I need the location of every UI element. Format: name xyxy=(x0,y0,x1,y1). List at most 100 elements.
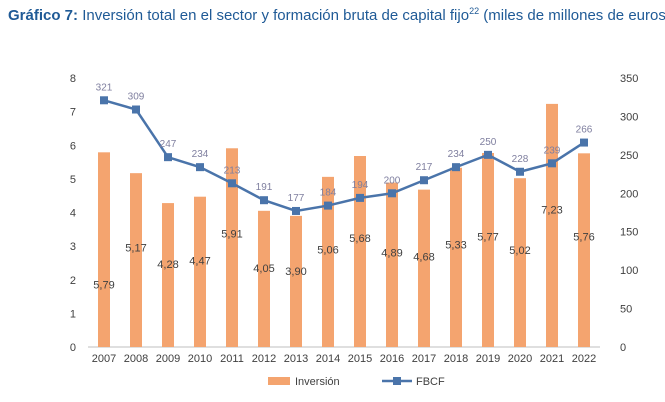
x-tick-label: 2018 xyxy=(444,353,468,365)
marker-fbcf xyxy=(548,159,556,168)
x-tick-label: 2017 xyxy=(412,353,436,365)
marker-fbcf xyxy=(420,176,428,185)
bar-data-label: 4,68 xyxy=(413,251,434,263)
line-data-label: 217 xyxy=(416,162,433,173)
line-data-label: 234 xyxy=(192,149,209,160)
marker-fbcf xyxy=(196,163,204,172)
bar-inversion xyxy=(546,103,558,347)
x-tick-label: 2019 xyxy=(476,353,500,365)
bar-inversion xyxy=(514,178,526,347)
y-left-tick-label: 5 xyxy=(70,174,76,186)
y-right-tick-label: 200 xyxy=(620,188,638,200)
bar-data-label: 5,06 xyxy=(317,244,338,256)
bar-inversion xyxy=(258,210,270,347)
bar-inversion xyxy=(386,182,398,347)
bar-data-label: 5,76 xyxy=(573,231,594,243)
x-tick-label: 2022 xyxy=(572,353,596,365)
chart-title: Gráfico 7: Inversión total en el sector … xyxy=(8,6,665,24)
y-left-tick-label: 4 xyxy=(70,208,76,220)
bar-inversion xyxy=(450,167,462,347)
chart-title-superscript: 22 xyxy=(469,6,480,16)
x-tick-label: 2016 xyxy=(380,353,404,365)
line-data-label: 228 xyxy=(512,154,529,165)
marker-fbcf xyxy=(516,167,524,176)
marker-fbcf xyxy=(452,163,460,172)
marker-fbcf xyxy=(260,196,268,205)
x-tick-label: 2013 xyxy=(284,353,308,365)
chart-title-suffix: (miles de millones de euros) xyxy=(483,7,665,24)
bar-data-label: 3,90 xyxy=(285,266,306,278)
x-tick-label: 2021 xyxy=(540,353,564,365)
bar-inversion xyxy=(98,152,110,347)
line-data-label: 309 xyxy=(128,92,145,103)
bar-data-label: 7,23 xyxy=(541,204,562,216)
y-right-tick-label: 0 xyxy=(620,342,626,354)
marker-fbcf xyxy=(580,138,588,147)
bar-inversion xyxy=(290,215,302,347)
bar-data-label: 4,28 xyxy=(157,259,178,271)
legend-label-inversion: Inversión xyxy=(295,376,340,388)
y-right-tick-label: 250 xyxy=(620,150,638,162)
line-data-label: 177 xyxy=(288,193,305,204)
marker-fbcf xyxy=(388,189,396,198)
x-tick-label: 2015 xyxy=(348,353,372,365)
x-tick-label: 2007 xyxy=(92,353,116,365)
x-tick-label: 2014 xyxy=(316,353,340,365)
y-left-tick-label: 3 xyxy=(70,241,76,253)
bar-inversion xyxy=(194,196,206,347)
y-right-tick-label: 300 xyxy=(620,111,638,123)
line-data-label: 191 xyxy=(256,182,273,193)
marker-fbcf xyxy=(100,96,108,105)
y-right-tick-label: 350 xyxy=(620,73,638,85)
y-left-tick-label: 1 xyxy=(70,308,76,320)
line-data-label: 250 xyxy=(480,137,497,148)
marker-fbcf xyxy=(292,206,300,215)
line-data-label: 247 xyxy=(160,139,177,150)
x-tick-label: 2009 xyxy=(156,353,180,365)
chart-title-prefix: Gráfico 7: xyxy=(8,7,79,24)
marker-fbcf xyxy=(164,153,172,162)
bar-data-label: 5,68 xyxy=(349,233,370,245)
legend-swatch-fbcf-marker xyxy=(393,377,401,385)
line-data-label: 213 xyxy=(224,165,241,176)
marker-fbcf xyxy=(132,105,140,114)
y-left-tick-label: 0 xyxy=(70,342,76,354)
y-left-tick-label: 2 xyxy=(70,275,76,287)
bar-inversion xyxy=(130,173,142,347)
bar-inversion xyxy=(418,189,430,347)
marker-fbcf xyxy=(356,193,364,202)
legend-swatch-inversion xyxy=(268,377,290,385)
y-left-tick-label: 6 xyxy=(70,140,76,152)
x-tick-label: 2011 xyxy=(220,353,244,365)
bar-data-label: 5,33 xyxy=(445,239,466,251)
marker-fbcf xyxy=(228,179,236,188)
line-data-label: 234 xyxy=(448,149,465,160)
bar-inversion xyxy=(162,203,174,347)
y-left-tick-label: 8 xyxy=(70,73,76,85)
line-data-label: 321 xyxy=(96,82,113,93)
line-data-label: 239 xyxy=(544,145,561,156)
bar-data-label: 5,77 xyxy=(477,231,498,243)
bar-data-label: 5,17 xyxy=(125,242,146,254)
bar-data-label: 5,02 xyxy=(509,245,530,257)
bar-data-label: 4,47 xyxy=(189,255,210,267)
marker-fbcf xyxy=(484,150,492,159)
bar-inversion xyxy=(354,156,366,347)
y-right-tick-label: 150 xyxy=(620,227,638,239)
bar-data-label: 4,05 xyxy=(253,263,274,275)
marker-fbcf xyxy=(324,201,332,210)
bar-inversion xyxy=(226,148,238,347)
line-fbcf xyxy=(103,99,585,213)
bar-inversion xyxy=(482,152,494,347)
y-right-tick-label: 50 xyxy=(620,304,632,316)
line-data-label: 200 xyxy=(384,175,401,186)
legend-label-fbcf: FBCF xyxy=(416,376,445,388)
line-data-label: 266 xyxy=(576,125,593,136)
y-right-tick-label: 100 xyxy=(620,265,638,277)
bar-inversion xyxy=(322,176,334,347)
line-data-label: 184 xyxy=(320,188,337,199)
line-data-label: 194 xyxy=(352,180,369,191)
bar-data-label: 5,79 xyxy=(93,280,114,292)
bar-inversion xyxy=(578,153,590,347)
